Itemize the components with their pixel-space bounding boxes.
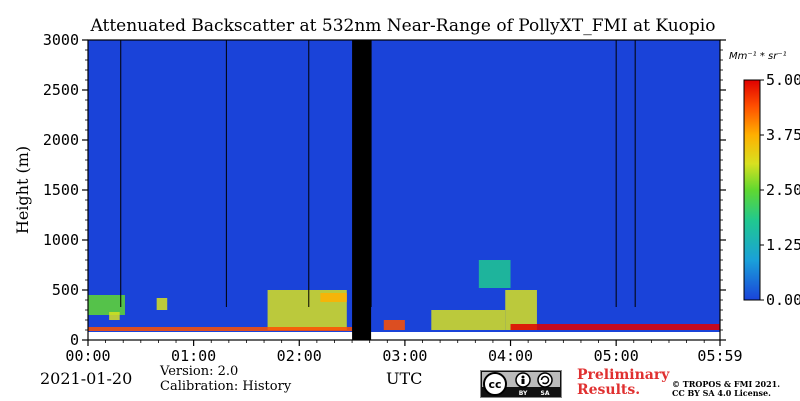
backscatter-feature-10 — [88, 327, 353, 331]
chart-title: Attenuated Backscatter at 532nm Near-Ran… — [90, 16, 716, 36]
sa-label: SA — [541, 390, 550, 397]
backscatter-feature-8 — [505, 290, 537, 330]
y-tick-label: 1500 — [43, 181, 79, 199]
processing-info: Version: 2.0 Calibration: History — [160, 364, 291, 394]
backscatter-feature-4 — [320, 293, 347, 302]
colorbar-tick-label: 3.75 — [766, 126, 800, 144]
y-tick-label: 3000 — [43, 31, 79, 49]
x-tick-label: 05:00 — [594, 347, 639, 365]
y-tick-label: 2500 — [43, 81, 79, 99]
y-axis-label: Height (m) — [13, 146, 32, 234]
calibration-label: Calibration: History — [160, 379, 292, 394]
heatmap-background — [88, 40, 720, 340]
backscatter-feature-1 — [156, 298, 168, 310]
preliminary-line1: Preliminary — [577, 367, 670, 383]
date-label: 2021-01-20 — [40, 369, 133, 388]
x-tick-label: 03:00 — [382, 347, 427, 365]
colorbar: 0.00 1.25 2.50 3.75 5.00 Mm⁻¹ * sr⁻¹ — [729, 51, 800, 309]
heatmap-area — [88, 40, 720, 340]
copyright-notice: © TROPOS & FMI 2021. CC BY SA 4.0 Licens… — [672, 380, 780, 398]
copyright-line1: © TROPOS & FMI 2021. — [672, 379, 781, 389]
x-tick-label: 01:00 — [171, 347, 216, 365]
x-tick-label: 04:00 — [488, 347, 533, 365]
colorbar-gradient — [743, 79, 761, 301]
cc-logo-text: cc — [488, 378, 501, 391]
backscatter-feature-5 — [383, 320, 405, 330]
x-tick-label: 02:00 — [277, 347, 322, 365]
y-tick-label: 0 — [70, 331, 79, 349]
preliminary-line2: Results. — [577, 382, 641, 398]
x-tick-label: 00:00 — [65, 347, 110, 365]
x-tick-label: 05:59 — [697, 347, 742, 365]
backscatter-feature-2 — [109, 312, 120, 320]
copyright-line2: CC BY SA 4.0 License. — [672, 388, 771, 398]
colorbar-unit-label: Mm⁻¹ * sr⁻¹ — [729, 51, 787, 62]
colorbar-tick-label: 1.25 — [766, 236, 800, 254]
x-axis-label: UTC — [386, 369, 423, 388]
colorbar-tick-label: 5.00 — [766, 71, 800, 89]
preliminary-notice: Preliminary Results. — [577, 368, 669, 398]
axes: 0 500 1000 1500 2000 2500 3000 Height (m) 00:00 0… — [13, 31, 743, 365]
backscatter-feature-6 — [431, 310, 506, 330]
backscatter-feature-0 — [88, 295, 125, 315]
heatmap-marks — [120, 40, 636, 340]
near-range-blank — [88, 332, 720, 340]
by-label: BY — [519, 390, 528, 397]
no-data-gap-0 — [352, 40, 372, 340]
cc-license-badge: cc BY SA — [480, 370, 562, 398]
version-label: Version: 2.0 — [160, 364, 239, 379]
share-alike-icon — [537, 372, 553, 388]
backscatter-feature-7 — [478, 260, 511, 288]
y-tick-label: 500 — [52, 281, 79, 299]
backscatter-feature-9 — [510, 324, 720, 330]
y-tick-label: 1000 — [43, 231, 79, 249]
colorbar-tick-label: 2.50 — [766, 181, 800, 199]
colorbar-tick-label: 0.00 — [766, 291, 800, 309]
y-tick-label: 2000 — [43, 131, 79, 149]
